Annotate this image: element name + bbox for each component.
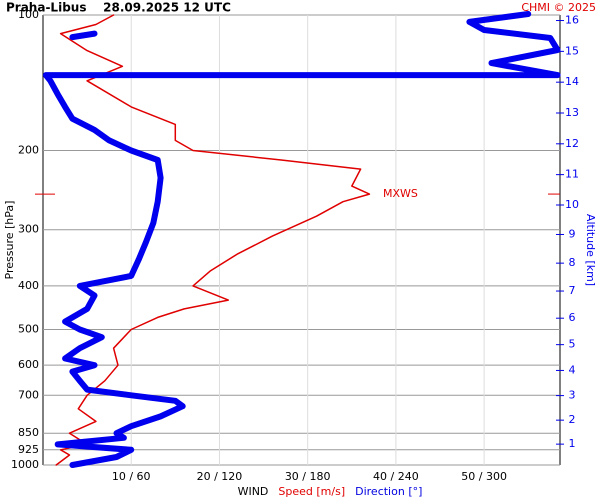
y2-tick-label: 12	[565, 137, 579, 150]
y-tick-label: 600	[18, 358, 39, 371]
x-tick-label: 40 / 240	[373, 470, 419, 483]
speed-line	[55, 14, 371, 466]
y2-tick-label: 2	[569, 413, 576, 426]
y2-tick-label: 8	[569, 256, 576, 269]
y-tick-label: 500	[18, 323, 39, 336]
x-tick-label: 50 / 300	[461, 470, 507, 483]
y-tick-label: 850	[18, 426, 39, 439]
y2-tick-label: 5	[569, 338, 576, 351]
y-tick-label: 100	[18, 8, 39, 21]
y2-tick-label: 15	[565, 44, 579, 57]
y2-tick-label: 3	[569, 389, 576, 402]
y2-tick-label: 13	[565, 106, 579, 119]
y2-tick-label: 14	[565, 75, 579, 88]
x-axis-label: WIND	[238, 485, 269, 498]
x-tick-label: 30 / 180	[285, 470, 331, 483]
y2-tick-label: 4	[569, 363, 576, 376]
y2-tick-label: 9	[569, 227, 576, 240]
chart-title: Praha-Libus 28.09.2025 12 UTC	[6, 1, 231, 15]
direction-line	[69, 30, 98, 41]
y-tick-label: 925	[18, 443, 39, 456]
x-tick-label: 20 / 120	[197, 470, 243, 483]
y-tick-label: 300	[18, 223, 39, 236]
credit: CHMI © 2025	[521, 1, 596, 14]
annotation-label: MXWS	[383, 187, 418, 200]
y2-tick-label: 7	[569, 284, 576, 297]
y-tick-label: 400	[18, 279, 39, 292]
direction-line	[42, 11, 561, 468]
x-axis-label: Direction [°]	[355, 485, 422, 498]
x-tick-label: 10 / 60	[112, 470, 151, 483]
y-tick-label: 700	[18, 388, 39, 401]
y2-tick-label: 16	[565, 14, 579, 27]
y2-tick-label: 10	[565, 198, 579, 211]
y-axis-label: Pressure [hPa]	[3, 201, 16, 280]
y2-tick-label: 1	[569, 437, 576, 450]
y-tick-label: 1000	[11, 458, 39, 471]
y2-tick-label: 6	[569, 311, 576, 324]
y2-tick-label: 11	[565, 168, 579, 181]
y2-axis-label: Altitude [km]	[584, 214, 597, 286]
x-axis-label: Speed [m/s]	[278, 485, 345, 498]
y-tick-label: 200	[18, 143, 39, 156]
